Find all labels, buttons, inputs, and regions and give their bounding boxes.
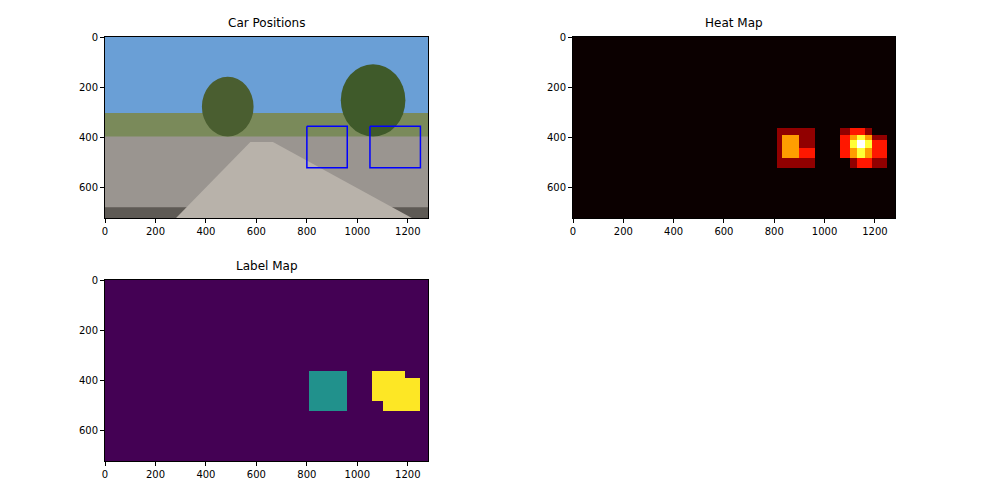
- svg-text:1000: 1000: [345, 469, 370, 480]
- svg-text:600: 600: [79, 425, 98, 436]
- svg-text:400: 400: [547, 132, 566, 143]
- svg-text:400: 400: [79, 375, 98, 386]
- svg-text:800: 800: [297, 226, 316, 237]
- svg-text:200: 200: [79, 325, 98, 336]
- svg-text:400: 400: [664, 226, 683, 237]
- svg-text:600: 600: [79, 182, 98, 193]
- svg-text:200: 200: [614, 226, 633, 237]
- svg-text:1000: 1000: [345, 226, 370, 237]
- svg-text:1200: 1200: [862, 226, 887, 237]
- svg-text:600: 600: [247, 226, 266, 237]
- svg-text:200: 200: [79, 82, 98, 93]
- svg-text:800: 800: [765, 226, 784, 237]
- svg-text:Label Map: Label Map: [236, 259, 298, 273]
- svg-text:0: 0: [102, 226, 108, 237]
- svg-text:200: 200: [146, 469, 165, 480]
- svg-text:200: 200: [146, 226, 165, 237]
- svg-text:600: 600: [547, 182, 566, 193]
- svg-text:0: 0: [570, 226, 576, 237]
- svg-text:0: 0: [92, 32, 98, 43]
- svg-text:800: 800: [297, 469, 316, 480]
- svg-text:0: 0: [92, 275, 98, 286]
- svg-text:400: 400: [196, 469, 215, 480]
- svg-text:400: 400: [79, 132, 98, 143]
- svg-text:Car Positions: Car Positions: [228, 16, 305, 30]
- svg-text:0: 0: [102, 469, 108, 480]
- svg-text:400: 400: [196, 226, 215, 237]
- svg-text:600: 600: [714, 226, 733, 237]
- svg-text:1000: 1000: [812, 226, 837, 237]
- svg-text:600: 600: [247, 469, 266, 480]
- svg-text:1200: 1200: [395, 226, 420, 237]
- svg-text:0: 0: [560, 32, 566, 43]
- svg-text:200: 200: [547, 82, 566, 93]
- svg-text:1200: 1200: [395, 469, 420, 480]
- svg-text:Heat Map: Heat Map: [705, 16, 763, 30]
